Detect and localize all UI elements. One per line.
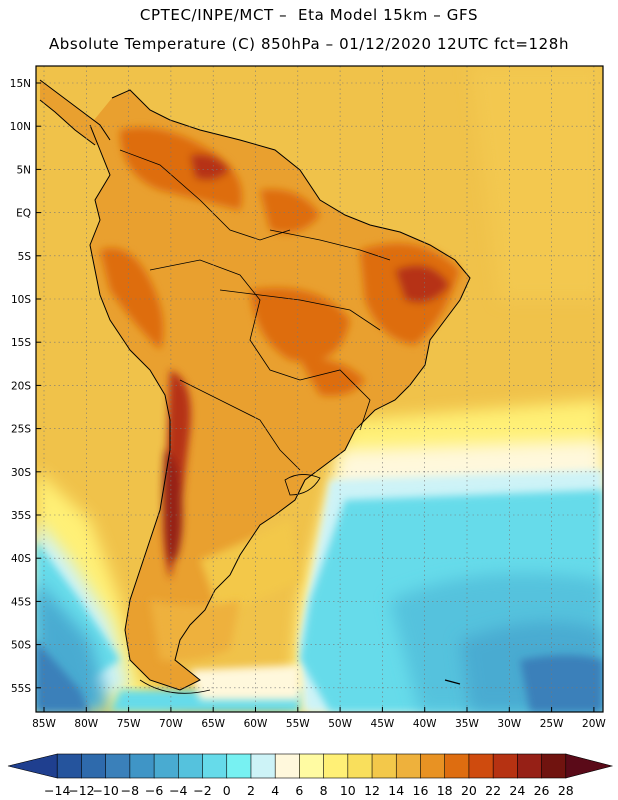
- colorbar-arrow-high: [565, 753, 614, 779]
- colorbar-label: 4: [271, 783, 279, 798]
- colorbar-swatch: [444, 753, 470, 779]
- colorbar-swatch: [371, 753, 397, 779]
- lon-label: 50W: [328, 718, 352, 730]
- colorbar-label: 28: [558, 783, 574, 798]
- colorbar-label: 14: [388, 783, 404, 798]
- colorbar-swatch: [395, 753, 422, 779]
- colorbar-label: 18: [437, 783, 453, 798]
- colorbar-swatch: [274, 753, 300, 779]
- colorbar-swatch: [492, 753, 518, 779]
- lat-label: 40S: [11, 553, 31, 565]
- lat-label: 55S: [11, 683, 31, 695]
- coastlines: [39, 79, 471, 694]
- grid-lines: [36, 66, 603, 712]
- map-frame: [35, 65, 604, 713]
- lon-label: 45W: [371, 718, 395, 730]
- colorbar-label: −2: [193, 783, 211, 798]
- colorbar-label: −12: [68, 783, 94, 798]
- latitude-axis: 15N 10N 5N EQ 5S 10S 15S 20S 25S 30S 35S 40S 45S 50S 5…: [10, 78, 41, 695]
- colorbar-swatch: [56, 753, 83, 779]
- colorbar-label: 0: [223, 783, 231, 798]
- lat-label: 20S: [11, 380, 31, 392]
- colorbar-labels: −14−12−10 −8 −6 −4 −2 0 2 4 6 8 10 12 14 16 18 20 22 24 26…: [44, 783, 574, 798]
- colorbar-label: 8: [320, 783, 328, 798]
- colorbar-swatch: [153, 753, 179, 779]
- colorbar-label: −10: [92, 783, 118, 798]
- colorbar-swatch: [105, 753, 131, 779]
- colorbar-label: 10: [340, 783, 356, 798]
- colorbar-label: 16: [413, 783, 429, 798]
- colorbar-swatch: [347, 753, 373, 779]
- colorbar-swatch: [250, 753, 276, 779]
- lat-label: 15S: [11, 337, 31, 349]
- colorbar-swatch: [81, 753, 107, 779]
- lon-label: 85W: [32, 718, 56, 730]
- lon-label: 55W: [286, 718, 310, 730]
- colorbar-label: 2: [247, 783, 255, 798]
- lat-label: 15N: [10, 78, 31, 90]
- colorbar-label: 24: [509, 783, 525, 798]
- colorbar-label: 26: [534, 783, 550, 798]
- lat-label: 45S: [11, 596, 31, 608]
- lon-label: 65W: [201, 718, 225, 730]
- lat-label: 30S: [11, 467, 31, 479]
- lon-label: 25W: [540, 718, 564, 730]
- lat-label: 35S: [11, 510, 31, 522]
- colorbar-label: −4: [169, 783, 187, 798]
- colorbar-label: 6: [295, 783, 303, 798]
- lon-label: 80W: [74, 718, 98, 730]
- colorbar-swatch: [299, 753, 325, 779]
- colorbar-label: −6: [145, 783, 163, 798]
- colorbar-swatch: [323, 753, 349, 779]
- colorbar-label: −14: [44, 783, 70, 798]
- lon-label: 30W: [497, 718, 521, 730]
- title-line-2: Absolute Temperature (C) 850hPa – 01/12/…: [48, 35, 570, 53]
- lon-label: 70W: [159, 718, 183, 730]
- lat-label: 25S: [11, 424, 31, 436]
- lat-label: EQ: [16, 208, 31, 220]
- lon-label: 40W: [413, 718, 437, 730]
- colorbar-arrow-low: [7, 753, 58, 779]
- temperature-field: [36, 66, 603, 712]
- colorbar-label: −8: [121, 783, 139, 798]
- lon-label: 35W: [455, 718, 479, 730]
- lon-label: 60W: [244, 718, 268, 730]
- colorbar-swatch: [420, 753, 446, 779]
- lat-label: 50S: [11, 640, 31, 652]
- lat-label: 10N: [10, 121, 31, 133]
- colorbar: [7, 753, 614, 779]
- colorbar-swatch: [541, 753, 567, 779]
- colorbar-swatch: [129, 753, 155, 779]
- colorbar-label: 20: [461, 783, 477, 798]
- colorbar-swatch: [178, 753, 204, 779]
- colorbar-label: 22: [485, 783, 501, 798]
- colorbar-swatch: [517, 753, 543, 779]
- lon-label: 75W: [117, 718, 141, 730]
- colorbar-swatch: [468, 753, 494, 779]
- title-line-1: CPTEC/INPE/MCT – Eta Model 15km – GFS: [139, 6, 479, 24]
- lat-label: 10S: [11, 294, 31, 306]
- longitude-axis: 85W 80W 75W 70W 65W 60W 55W 50W 45W 40W 35W 30W 25W 2…: [32, 707, 606, 730]
- lat-label: 5N: [16, 164, 31, 176]
- colorbar-swatch: [202, 753, 228, 779]
- colorbar-swatch: [226, 753, 252, 779]
- colorbar-label: 12: [364, 783, 380, 798]
- lon-label: 20W: [582, 718, 606, 730]
- lat-label: 5S: [18, 251, 32, 263]
